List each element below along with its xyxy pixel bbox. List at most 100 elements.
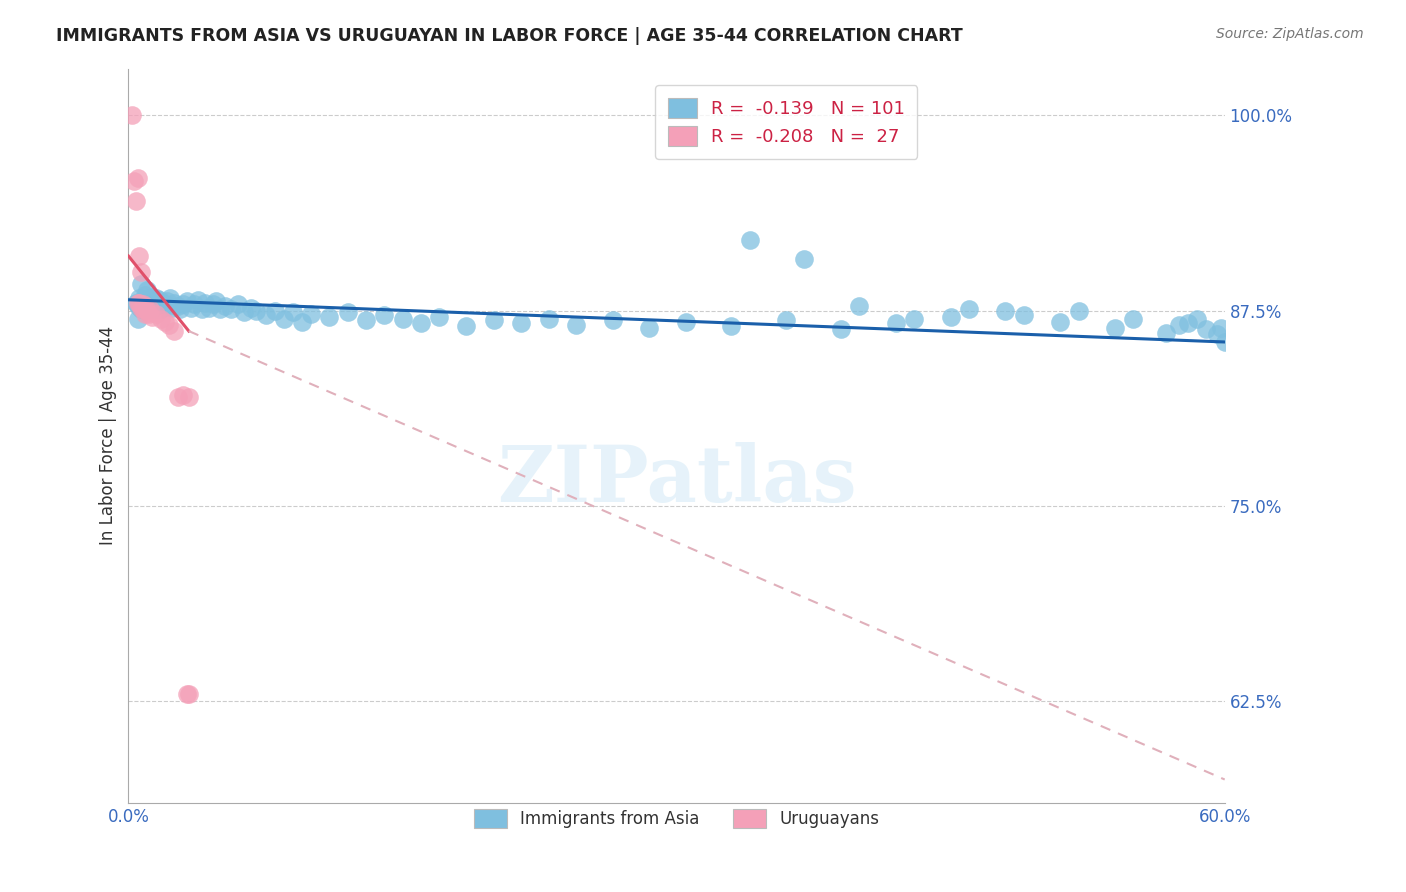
Point xyxy=(273,311,295,326)
Point xyxy=(150,311,173,326)
Point xyxy=(1049,315,1071,329)
Point xyxy=(183,297,205,311)
Point xyxy=(148,293,170,307)
Point xyxy=(134,307,156,321)
Point xyxy=(127,299,149,313)
Point xyxy=(153,315,176,329)
Point xyxy=(1213,334,1236,349)
Point xyxy=(201,297,224,311)
Point xyxy=(219,302,242,317)
Point xyxy=(132,297,155,311)
Point xyxy=(125,296,148,310)
Point xyxy=(129,265,152,279)
Point xyxy=(254,309,277,323)
Point xyxy=(281,305,304,319)
Point xyxy=(263,303,285,318)
Point xyxy=(156,294,179,309)
Point xyxy=(180,301,202,315)
Point xyxy=(336,305,359,319)
Point xyxy=(146,302,169,317)
Point xyxy=(127,296,149,310)
Point xyxy=(146,296,169,310)
Point xyxy=(141,290,163,304)
Point xyxy=(145,291,167,305)
Point xyxy=(884,316,907,330)
Point xyxy=(121,108,143,122)
Point xyxy=(169,302,191,317)
Point xyxy=(510,316,533,330)
Point xyxy=(162,301,184,315)
Point xyxy=(129,302,152,317)
Point xyxy=(198,301,221,315)
Point xyxy=(1122,311,1144,326)
Point xyxy=(129,277,152,292)
Point xyxy=(1206,327,1229,342)
Point xyxy=(1012,309,1035,323)
Point xyxy=(150,296,173,310)
Point xyxy=(127,170,149,185)
Point xyxy=(145,301,167,315)
Point xyxy=(122,174,145,188)
Point xyxy=(291,315,314,329)
Point xyxy=(138,301,160,315)
Point xyxy=(145,307,167,321)
Point xyxy=(138,291,160,305)
Y-axis label: In Labor Force | Age 35-44: In Labor Force | Age 35-44 xyxy=(100,326,117,545)
Point xyxy=(172,388,194,402)
Point xyxy=(318,310,340,324)
Point xyxy=(994,303,1017,318)
Point xyxy=(134,299,156,313)
Point xyxy=(135,297,157,311)
Point xyxy=(135,303,157,318)
Point xyxy=(139,302,162,317)
Point xyxy=(132,302,155,317)
Point xyxy=(135,284,157,298)
Point xyxy=(128,296,150,310)
Point xyxy=(127,311,149,326)
Point xyxy=(157,299,180,313)
Point xyxy=(148,299,170,313)
Point xyxy=(1154,326,1177,340)
Point xyxy=(134,288,156,302)
Point xyxy=(482,313,505,327)
Point xyxy=(1209,321,1232,335)
Point xyxy=(537,311,560,326)
Point xyxy=(194,296,217,310)
Point xyxy=(239,301,262,315)
Point xyxy=(152,301,174,315)
Point xyxy=(187,293,209,307)
Point xyxy=(245,303,267,318)
Point xyxy=(409,316,432,330)
Point xyxy=(176,294,198,309)
Point xyxy=(738,234,761,248)
Point xyxy=(134,302,156,317)
Point xyxy=(565,318,588,332)
Point xyxy=(163,296,186,310)
Point xyxy=(141,297,163,311)
Point xyxy=(138,307,160,321)
Point xyxy=(176,687,198,701)
Point xyxy=(157,318,180,332)
Point xyxy=(793,252,815,267)
Point xyxy=(1177,316,1199,330)
Point xyxy=(128,249,150,263)
Point xyxy=(957,302,980,317)
Point xyxy=(143,296,166,310)
Point xyxy=(456,319,478,334)
Point xyxy=(153,297,176,311)
Point xyxy=(172,297,194,311)
Legend: Immigrants from Asia, Uruguayans: Immigrants from Asia, Uruguayans xyxy=(467,803,886,835)
Point xyxy=(939,310,962,324)
Point xyxy=(1168,318,1191,332)
Text: IMMIGRANTS FROM ASIA VS URUGUAYAN IN LABOR FORCE | AGE 35-44 CORRELATION CHART: IMMIGRANTS FROM ASIA VS URUGUAYAN IN LAB… xyxy=(56,27,963,45)
Point xyxy=(848,299,870,313)
Point xyxy=(141,310,163,324)
Point xyxy=(128,291,150,305)
Point xyxy=(208,302,231,317)
Point xyxy=(139,293,162,307)
Point xyxy=(190,302,212,317)
Point xyxy=(354,313,377,327)
Point xyxy=(602,313,624,327)
Point xyxy=(214,299,236,313)
Point xyxy=(830,322,852,336)
